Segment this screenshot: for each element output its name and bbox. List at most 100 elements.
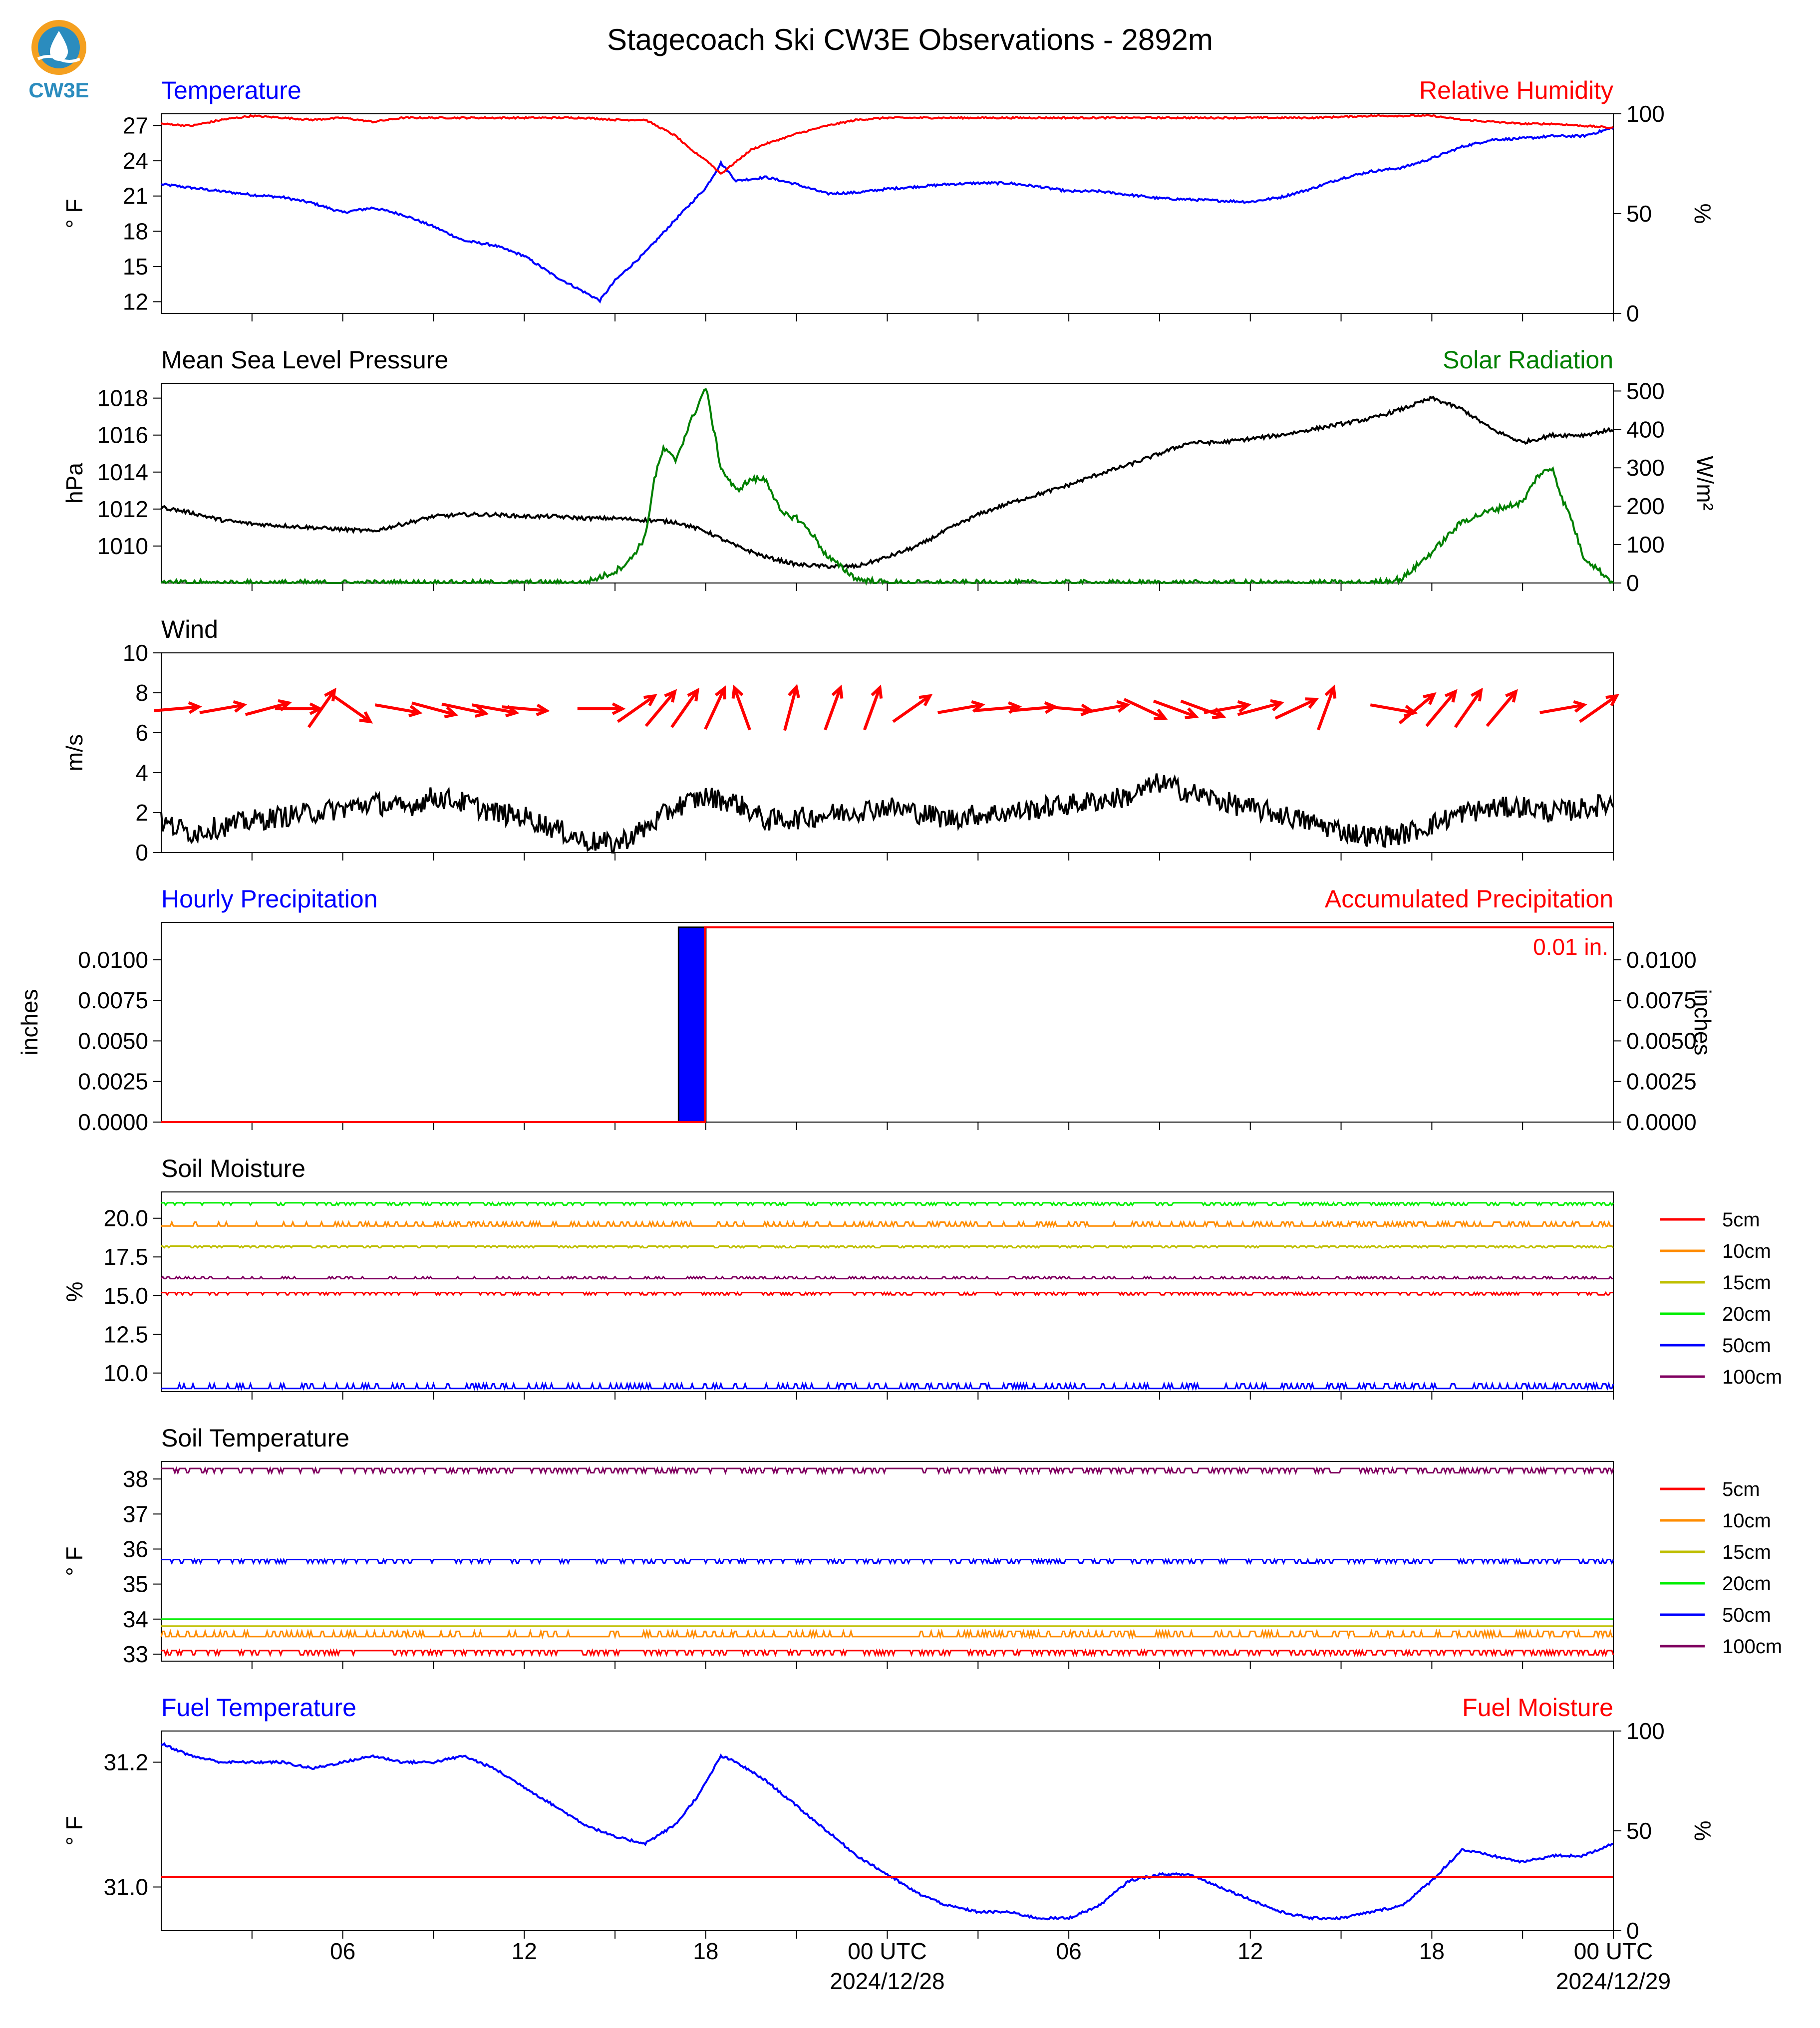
plot-frame (161, 113, 1614, 314)
wind-vector-shaft (411, 701, 456, 716)
legend-label-5cm: 5cm (1722, 1209, 1760, 1231)
wind-vector-head (1185, 707, 1199, 720)
wind-vector (1204, 700, 1252, 714)
logo-wave-icon (37, 55, 81, 63)
y-tick-label-right: 0 (1626, 1918, 1639, 1944)
y-tick-label: 31.2 (103, 1749, 148, 1775)
wind-vector-shaft (783, 686, 798, 731)
wind-vector-shaft (441, 702, 486, 715)
y-tick-label: 4 (135, 760, 148, 786)
series-line-5cm (161, 1648, 1614, 1657)
wind-vector-shaft (332, 694, 371, 723)
y-tick-label: 27 (123, 113, 148, 139)
legend-label-20cm: 20cm (1722, 1303, 1771, 1325)
panel-title-left: Fuel Temperature (161, 1694, 356, 1722)
y-tick-label: 17.5 (103, 1244, 148, 1270)
wind-vector (1539, 700, 1587, 714)
wind-vector (892, 694, 933, 723)
y-tick-label-right: 0.0050 (1626, 1028, 1697, 1054)
wind-vector-head (536, 703, 550, 716)
wind-vector (824, 684, 844, 731)
x-tick-label: 06 (1056, 1938, 1082, 1964)
y-axis-label-right: inches (1690, 989, 1716, 1056)
wind-vector (1274, 697, 1319, 720)
x-tick-label: 18 (1419, 1938, 1445, 1964)
y-tick-label-right: 0 (1626, 570, 1639, 596)
wind-vector-head (444, 706, 459, 719)
y-tick-label: 1014 (97, 459, 148, 485)
panel-soil_temperature: Soil Temperature 33 34 35 36 37 38 ° F (61, 1424, 1614, 1669)
wind-vector-shaft (670, 689, 699, 728)
plot-frame (161, 1731, 1614, 1931)
wind-vector-head (664, 689, 677, 703)
wind-vector-head (475, 705, 489, 718)
wind-vector (1579, 694, 1619, 723)
series-line-wind (160, 773, 1614, 854)
wind-vector (670, 687, 700, 728)
panel-title-left: Mean Sea Level Pressure (161, 346, 448, 374)
wind-vector (1454, 687, 1483, 728)
y-tick-label: 33 (123, 1641, 148, 1667)
precip-bar (677, 926, 707, 1123)
y-tick-label: 6 (135, 720, 148, 746)
wind-vector-head (1237, 700, 1252, 713)
y-tick-label: 10 (123, 640, 148, 666)
wind-vector (1083, 700, 1131, 714)
wind-vector-shaft (1083, 703, 1128, 714)
wind-vector-shaft (1425, 690, 1457, 727)
y-tick-label: 31.0 (103, 1874, 148, 1900)
wind-vector (154, 701, 202, 714)
soil-legends: 5cm 10cm 15cm 20cm 50cm 100cm 5cm 10cm 15cm 20cm 5… (1660, 1209, 1782, 1658)
wind-vector-head (188, 701, 202, 714)
y-tick-label: 1018 (97, 385, 148, 411)
wind-vector-shaft (937, 703, 982, 714)
wind-vector-shaft (733, 687, 751, 731)
y-tick-label-right: 0.0100 (1626, 947, 1697, 973)
y-tick-label: 2 (135, 800, 148, 826)
y-tick-label-right: 0.0075 (1626, 987, 1697, 1013)
panel-title-right: Fuel Moisture (1462, 1694, 1613, 1722)
wind-vector (374, 703, 423, 718)
series-line-10cm (161, 1220, 1613, 1228)
wind-vector-shaft (1123, 698, 1166, 720)
wind-vector (783, 684, 800, 731)
y-tick-label-right: 0 (1626, 300, 1639, 326)
y-tick-label-right: 50 (1626, 1818, 1652, 1844)
y-tick-label-right: 50 (1626, 201, 1652, 227)
wind-vector (731, 684, 751, 731)
series-line-relative-humidity (161, 114, 1614, 175)
y-tick-label-right: 400 (1626, 416, 1665, 442)
series-line-20cm (161, 1201, 1614, 1207)
wind-vector-shaft (892, 694, 931, 723)
chart-panels: Temperature Relative Humidity121518212427… (16, 76, 1718, 1944)
x-tick-label: 18 (693, 1938, 718, 1964)
x-tick-label: 00 UTC (1574, 1938, 1653, 1964)
y-tick-label-right: 100 (1626, 101, 1665, 127)
legend-label-15cm: 15cm (1722, 1272, 1771, 1294)
legend-label-10cm: 10cm (1722, 1510, 1771, 1532)
wind-vector (644, 689, 677, 727)
wind-vector-shaft (1454, 689, 1483, 728)
x-date-label: 2024/12/29 (1556, 1968, 1671, 1994)
y-tick-label: 12.5 (103, 1321, 148, 1347)
y-tick-label: 35 (123, 1571, 148, 1597)
panel-temp_rh: Temperature Relative Humidity 12 15 18 21 24 27… (61, 76, 1716, 326)
series-line-50cm (161, 1381, 1614, 1391)
y-tick-label: 10.0 (103, 1360, 148, 1386)
wind-vector-shaft (154, 705, 199, 712)
logo-drop-icon (50, 31, 68, 61)
x-tick-label: 00 UTC (848, 1938, 926, 1964)
chart-title: Stagecoach Ski CW3E Observations - 2892m (607, 23, 1213, 56)
wind-vector-shaft (307, 689, 336, 728)
wind-vector-head (1270, 699, 1284, 712)
logo-text: CW3E (28, 78, 89, 102)
panel-fuel: Fuel Temperature Fuel Moisture 31.0 31.2 ° F… (61, 1694, 1716, 1944)
plot-frame (161, 652, 1614, 853)
legend-label-10cm: 10cm (1722, 1240, 1771, 1262)
y-tick-label: 37 (123, 1501, 148, 1527)
wind-vector-head (918, 694, 933, 707)
accumulated-precip-line (161, 926, 1613, 1123)
wind-vector (704, 685, 726, 730)
panel-title-left: Hourly Precipitation (161, 885, 378, 913)
